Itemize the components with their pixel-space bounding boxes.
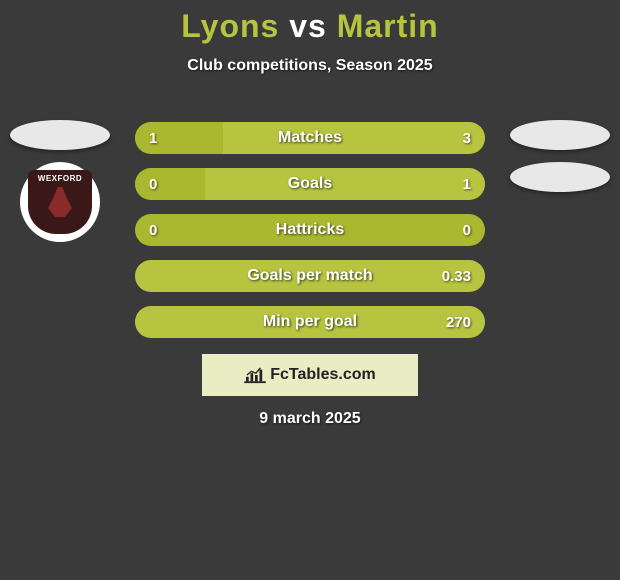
wexford-badge: WEXFORD	[20, 162, 100, 242]
stat-value-right: 0	[463, 222, 471, 239]
stat-label: Goals	[288, 175, 332, 193]
stat-value-left: 0	[149, 176, 157, 193]
stat-fill-left	[135, 168, 205, 200]
right-logos-column	[510, 120, 610, 192]
badge-figure-icon	[48, 187, 72, 217]
attribution-text: FcTables.com	[270, 366, 376, 384]
stat-row: 0 Hattricks 0	[135, 214, 485, 246]
stat-value-left: 0	[149, 222, 157, 239]
stat-label: Matches	[278, 129, 342, 147]
stat-fill-right	[205, 168, 485, 200]
stat-label: Hattricks	[276, 221, 344, 239]
player1-name: Lyons	[181, 8, 279, 44]
team-logo-placeholder	[510, 120, 610, 150]
page-title: Lyons vs Martin	[0, 8, 620, 45]
stat-value-right: 0.33	[442, 268, 471, 285]
player2-name: Martin	[337, 8, 439, 44]
attribution-box: FcTables.com	[202, 354, 418, 396]
left-logos-column: WEXFORD	[10, 120, 110, 242]
stat-value-right: 3	[463, 130, 471, 147]
subtitle: Club competitions, Season 2025	[0, 57, 620, 75]
stat-fill-right	[223, 122, 486, 154]
stat-row: Goals per match 0.33	[135, 260, 485, 292]
date-label: 9 march 2025	[259, 410, 360, 428]
team-logo-placeholder	[510, 162, 610, 192]
team-logo-placeholder	[10, 120, 110, 150]
badge-text-top: WEXFORD	[38, 174, 82, 183]
stat-value-right: 1	[463, 176, 471, 193]
stats-chart: 1 Matches 3 0 Goals 1 0 Hattricks 0 Goals per mat…	[135, 122, 485, 338]
stat-label: Goals per match	[247, 267, 372, 285]
stat-value-left: 1	[149, 130, 157, 147]
stat-row: Min per goal 270	[135, 306, 485, 338]
stat-row: 1 Matches 3	[135, 122, 485, 154]
stat-value-right: 270	[446, 314, 471, 331]
badge-shield: WEXFORD	[20, 162, 100, 242]
stat-row: 0 Goals 1	[135, 168, 485, 200]
stat-label: Min per goal	[263, 313, 357, 331]
chart-icon	[244, 366, 266, 384]
header: Lyons vs Martin Club competitions, Seaso…	[0, 0, 620, 75]
badge-inner: WEXFORD	[28, 170, 92, 234]
vs-text: vs	[289, 8, 327, 44]
